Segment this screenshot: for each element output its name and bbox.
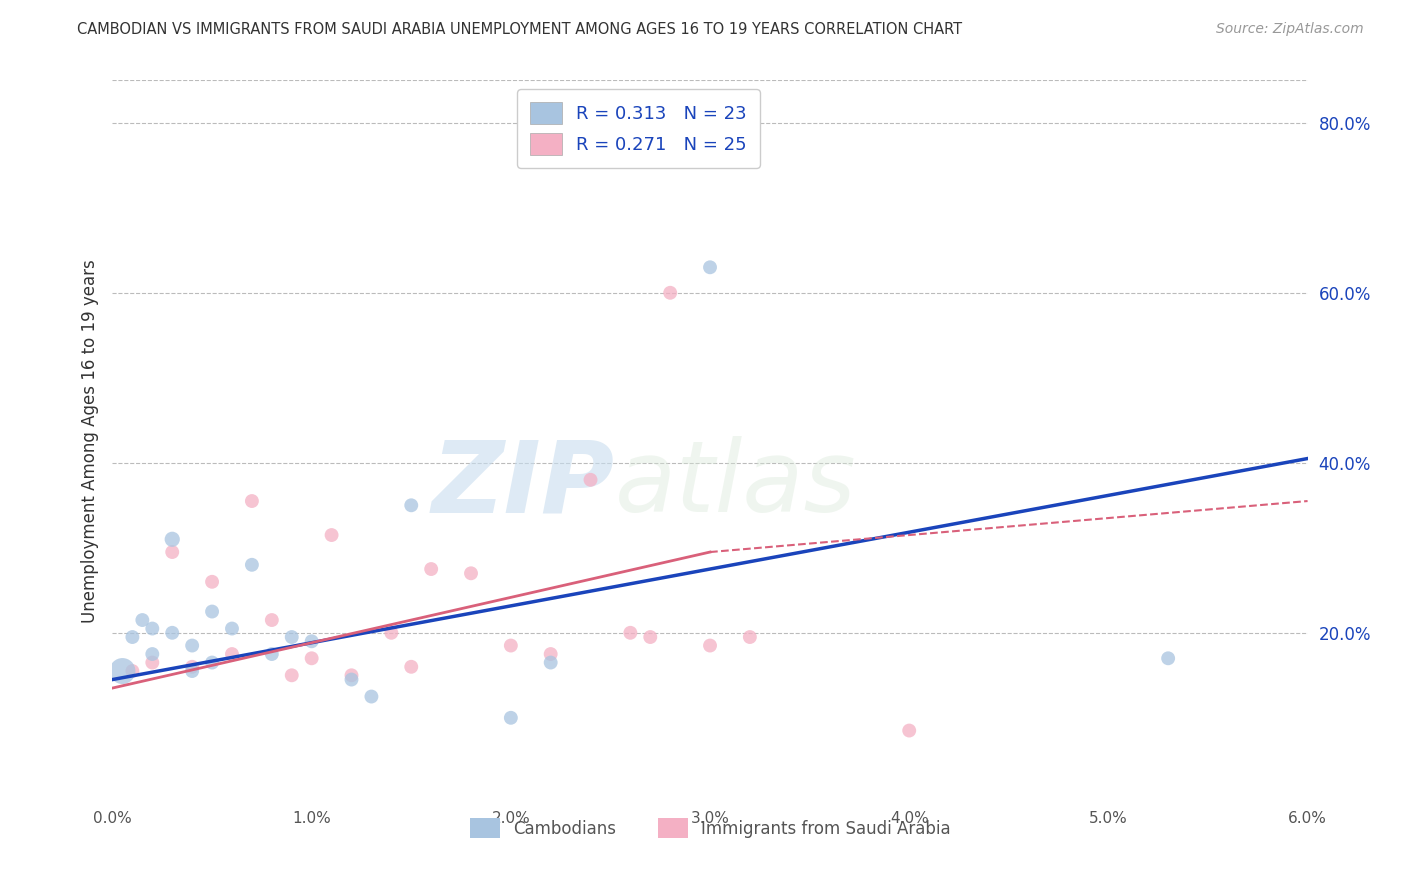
Point [499,639,522,653]
Text: Source: ZipAtlas.com: Source: ZipAtlas.com [1216,22,1364,37]
Point [141,656,163,670]
Legend: Cambodians, Immigrants from Saudi Arabia: Cambodians, Immigrants from Saudi Arabia [463,812,957,845]
Point [499,711,522,725]
Point [281,668,304,682]
Point [260,613,283,627]
Point [201,656,224,670]
Point [659,285,682,300]
Point [240,494,263,508]
Point [221,622,243,636]
Point [340,673,363,687]
Point [181,660,204,674]
Point [141,622,163,636]
Point [121,630,143,644]
Text: atlas: atlas [614,436,856,533]
Point [640,630,662,644]
Point [321,528,343,542]
Point [111,664,134,678]
Point [540,656,562,670]
Point [221,647,243,661]
Point [1157,651,1180,665]
Point [380,625,402,640]
Point [240,558,263,572]
Point [162,533,183,547]
Point [281,630,304,644]
Point [131,613,153,627]
Point [738,630,761,644]
Point [181,664,204,678]
Point [401,498,423,512]
Point [540,647,562,661]
Point [699,260,721,275]
Text: CAMBODIAN VS IMMIGRANTS FROM SAUDI ARABIA UNEMPLOYMENT AMONG AGES 16 TO 19 YEARS: CAMBODIAN VS IMMIGRANTS FROM SAUDI ARABI… [77,22,963,37]
Point [360,690,382,704]
Point [162,625,183,640]
Text: ZIP: ZIP [432,436,614,533]
Point [898,723,921,738]
Point [141,647,163,661]
Y-axis label: Unemployment Among Ages 16 to 19 years: Unemployment Among Ages 16 to 19 years [80,260,98,624]
Point [619,625,641,640]
Point [340,668,363,682]
Point [260,647,283,661]
Point [201,574,224,589]
Point [201,605,224,619]
Point [460,566,482,581]
Point [301,651,323,665]
Point [162,545,183,559]
Point [420,562,443,576]
Point [401,660,423,674]
Point [121,664,143,678]
Point [579,473,602,487]
Point [699,639,721,653]
Point [301,634,323,648]
Point [181,639,204,653]
